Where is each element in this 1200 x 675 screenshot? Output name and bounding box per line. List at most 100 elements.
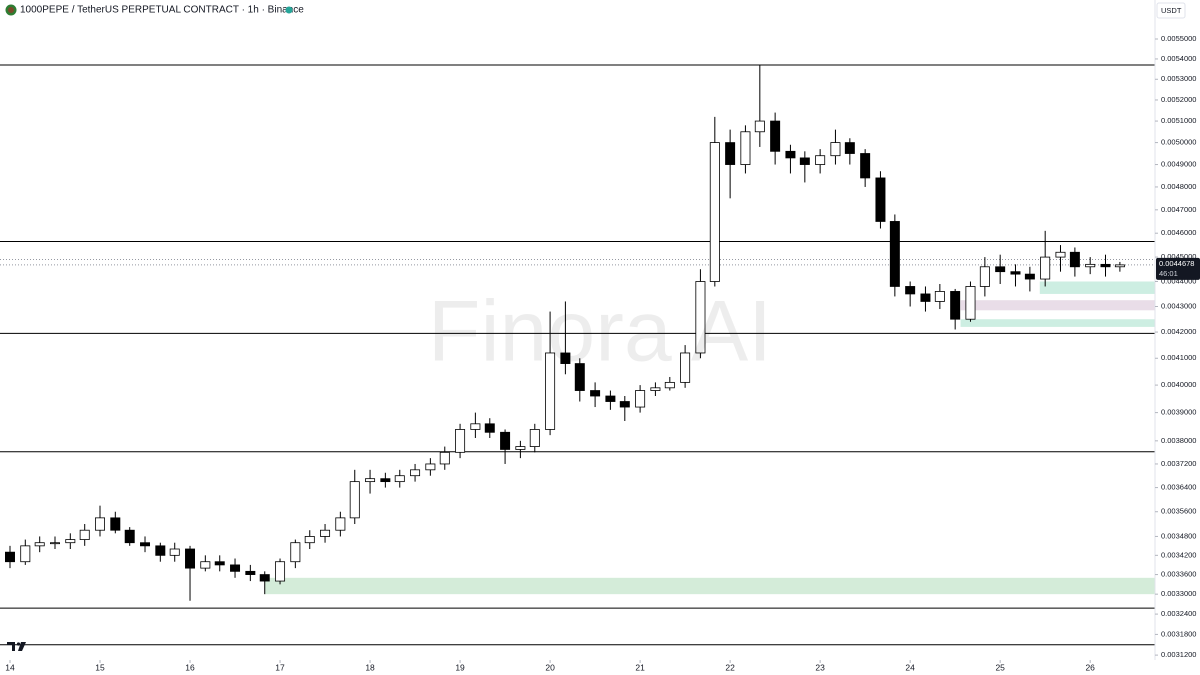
candle-body (605, 395, 616, 402)
y-tick-label: 0.0043000 (1161, 301, 1196, 310)
y-tick-label: 0.0048000 (1161, 182, 1196, 191)
x-tick-label: 16 (185, 662, 195, 672)
candle-body (529, 429, 540, 447)
y-tick-label: 0.0038000 (1161, 436, 1196, 445)
candle-body (920, 293, 931, 302)
candle-body (650, 387, 661, 391)
candle-body (110, 517, 121, 531)
candle-body (275, 561, 286, 582)
candle-body (889, 221, 900, 287)
y-tick-label: 0.0052000 (1161, 95, 1196, 104)
candle-body (875, 177, 886, 222)
y-tick-label: 0.0033000 (1161, 589, 1196, 598)
candle-body (1085, 263, 1096, 268)
candle-body (185, 548, 196, 569)
y-tick-label: 0.0041000 (1161, 353, 1196, 362)
candle-body (140, 542, 151, 547)
candle-body (844, 142, 855, 154)
candle-body (934, 291, 945, 302)
candle-body (484, 423, 495, 433)
candle-body (799, 157, 810, 165)
symbol-icon-inner (8, 7, 14, 13)
candle-body (754, 120, 765, 133)
candle-body (290, 542, 301, 563)
candle-body (470, 423, 481, 430)
zone (960, 300, 1155, 311)
candle-body (124, 529, 135, 544)
candle-body (365, 478, 376, 483)
x-tick-label: 25 (995, 662, 1005, 672)
x-tick-label: 19 (455, 662, 465, 672)
candle-body (815, 155, 826, 165)
candle-body (1100, 263, 1111, 268)
candle-body (635, 390, 646, 408)
y-tick-label: 0.0039000 (1161, 408, 1196, 417)
candle-body (410, 469, 421, 477)
candle-body (230, 564, 241, 572)
candle-body (34, 542, 45, 547)
y-tick-label: 0.0049000 (1161, 160, 1196, 169)
candle-body (740, 131, 751, 165)
candle-body (65, 539, 76, 544)
candle-body (169, 548, 180, 556)
currency-label: USDT (1161, 6, 1182, 15)
candle-body (245, 570, 256, 575)
y-tick-label: 0.0051000 (1161, 116, 1196, 125)
candle-body (349, 481, 360, 519)
candle-body (1024, 273, 1035, 280)
y-tick-label: 0.0031200 (1161, 650, 1196, 659)
candle-body (200, 561, 211, 569)
x-tick-label: 15 (95, 662, 105, 672)
candle-body (515, 446, 526, 450)
y-tick-label: 0.0046000 (1161, 228, 1196, 237)
zone (1039, 281, 1155, 294)
candle-body (619, 401, 630, 408)
symbol-title: 1000PEPE / TetherUS PERPETUAL CONTRACT ·… (20, 5, 304, 16)
candle-body (1055, 251, 1066, 258)
y-tick-label: 0.0034200 (1161, 550, 1196, 559)
y-tick-label: 0.0045000 (1161, 252, 1196, 261)
candle-body (380, 478, 391, 483)
x-tick-label: 24 (905, 662, 915, 672)
candle-body (905, 286, 916, 295)
y-tick-label: 0.0031800 (1161, 629, 1196, 638)
watermark: Finora AI (428, 284, 772, 380)
last-price-tag (1156, 257, 1200, 280)
currency-box[interactable] (1156, 2, 1186, 19)
y-tick-label: 0.0035600 (1161, 507, 1196, 516)
candle-body (320, 529, 331, 537)
candle-body (709, 142, 720, 282)
x-tick-label: 22 (725, 662, 735, 672)
candle-body (455, 429, 466, 453)
candle-body (304, 536, 315, 544)
zone (264, 577, 1155, 595)
candle-body (979, 266, 990, 287)
candle-body (259, 574, 270, 582)
candle-body (20, 545, 31, 563)
candle-body (500, 431, 511, 450)
candle-body (950, 291, 961, 320)
candle-body (664, 381, 675, 389)
y-tick-label: 0.0033600 (1161, 570, 1196, 579)
x-tick-label: 17 (275, 662, 285, 672)
candle-body (439, 451, 450, 465)
candle-body (1114, 264, 1125, 268)
y-tick-label: 0.0047000 (1161, 205, 1196, 214)
x-tick-label: 20 (545, 662, 555, 672)
candle-body (860, 153, 871, 179)
plot-area (0, 64, 1155, 646)
candle-body (50, 542, 60, 545)
x-tick-label: 18 (365, 662, 375, 672)
y-tick-label: 0.0053000 (1161, 74, 1196, 83)
candle-body (695, 281, 706, 354)
last-price-label: 0.0044678 (1159, 259, 1194, 268)
candle-body (680, 352, 691, 383)
candle-body (785, 150, 796, 159)
y-tick-label: 0.0042000 (1161, 327, 1196, 336)
candle-body (545, 352, 556, 430)
x-tick-label: 21 (635, 662, 645, 672)
y-tick-label: 0.0054000 (1161, 54, 1196, 63)
candle-body (1040, 256, 1051, 280)
candle-body (335, 517, 346, 531)
